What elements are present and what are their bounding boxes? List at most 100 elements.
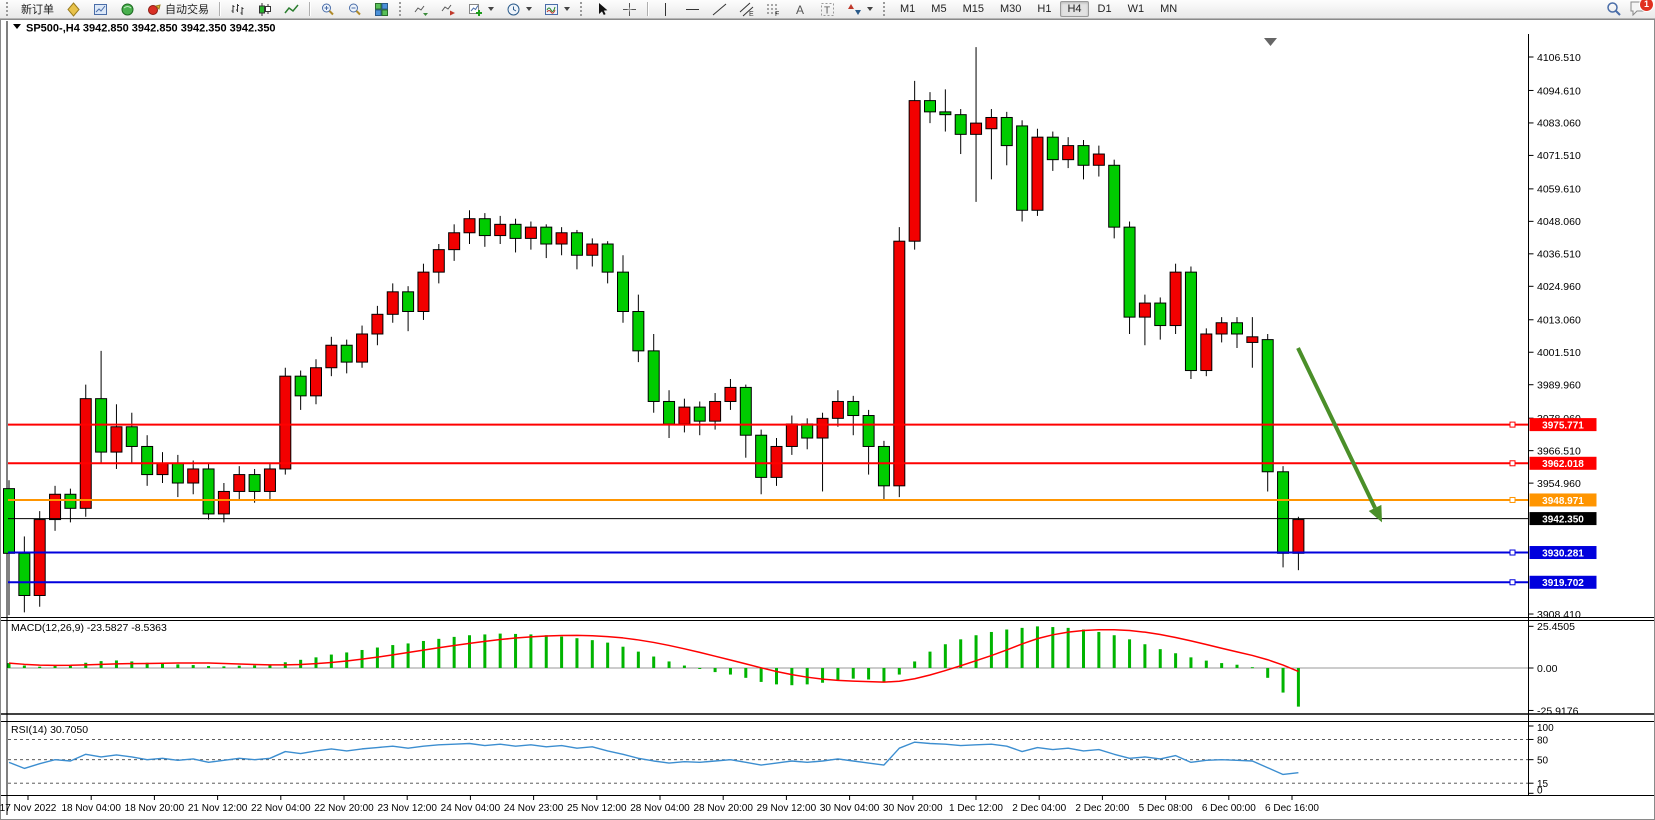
timeframe-m30[interactable]: M30 (999, 3, 1022, 15)
svg-text:RSI(14) 30.7050: RSI(14) 30.7050 (11, 724, 88, 736)
svg-text:30 Nov 20:00: 30 Nov 20:00 (883, 803, 943, 814)
dropdown-caret (867, 7, 873, 11)
timeframe-w1[interactable]: W1 (1127, 3, 1145, 15)
svg-text:6 Dec 00:00: 6 Dec 00:00 (1202, 803, 1256, 814)
svg-text:3989.960: 3989.960 (1537, 380, 1581, 392)
dropdown-caret (526, 7, 532, 11)
search-icon[interactable] (1601, 0, 1627, 19)
timeframe-h1[interactable]: H1 (1037, 3, 1052, 15)
zoom-out-icon[interactable] (342, 0, 367, 19)
svg-text:3948.971: 3948.971 (1542, 496, 1584, 507)
arrows-tool-button[interactable] (842, 0, 878, 19)
svg-text:17 Nov 2022: 17 Nov 2022 (0, 803, 57, 814)
navigator-icon[interactable] (115, 0, 140, 19)
tile-windows-icon[interactable] (369, 0, 394, 19)
dropdown-caret (564, 7, 570, 11)
autotrade-icon (148, 3, 161, 15)
chart-canvas[interactable]: SP500-,H4 3942.850 3942.850 3942.350 394… (0, 19, 1655, 820)
trendline-tool-icon[interactable] (707, 0, 732, 19)
notifications-button[interactable]: 1 (1629, 0, 1654, 19)
svg-text:23 Nov 12:00: 23 Nov 12:00 (377, 803, 437, 814)
svg-text:15: 15 (1537, 779, 1549, 790)
horizontal-line-tool-icon[interactable] (680, 0, 705, 19)
candlestick-chart-icon[interactable] (252, 0, 277, 19)
svg-text:80: 80 (1537, 735, 1549, 746)
autotrade-label: 自动交易 (165, 4, 209, 16)
toolbar: 新订单 自动交易 E F A T M1 M5 M15 M30 H1 H4 D1 … (0, 0, 1655, 19)
fibonacci-tool-icon[interactable]: F (761, 0, 786, 19)
svg-text:SP500-,H4 3942.850 3942.850 3: SP500-,H4 3942.850 3942.850 3942.350 394… (26, 23, 276, 35)
timeframe-mn[interactable]: MN (1160, 3, 1178, 15)
add-indicator-icon (469, 3, 482, 16)
periods-button[interactable] (501, 0, 537, 19)
timeframe-m5[interactable]: M5 (931, 3, 947, 15)
toolbar-grip[interactable] (6, 2, 11, 16)
svg-text:50: 50 (1537, 755, 1549, 766)
chart-window: SP500-,H4 3942.850 3942.850 3942.350 394… (0, 19, 1655, 820)
svg-text:3954.960: 3954.960 (1537, 478, 1581, 490)
template-icon (545, 3, 558, 15)
toolbar-grip[interactable] (883, 2, 888, 16)
add-indicator-button[interactable] (463, 0, 499, 19)
svg-text:3908.410: 3908.410 (1537, 609, 1581, 621)
crosshair-tool-icon[interactable] (617, 0, 642, 19)
svg-text:4024.960: 4024.960 (1537, 281, 1581, 293)
bar-chart-icon[interactable] (225, 0, 250, 19)
timeframe-m1[interactable]: M1 (900, 3, 916, 15)
toolbar-grip[interactable] (580, 2, 585, 16)
svg-text:25 Nov 12:00: 25 Nov 12:00 (567, 803, 627, 814)
svg-text:100: 100 (1537, 723, 1554, 734)
timeframe-m15[interactable]: M15 (962, 3, 984, 15)
dropdown-caret (488, 7, 494, 11)
svg-text:3942.350: 3942.350 (1542, 514, 1584, 525)
svg-text:4036.510: 4036.510 (1537, 249, 1581, 261)
svg-text:2 Dec 20:00: 2 Dec 20:00 (1075, 803, 1129, 814)
timeframe-d1[interactable]: D1 (1097, 3, 1112, 15)
channel-sub-glyph: E (749, 11, 754, 17)
svg-text:4071.510: 4071.510 (1537, 150, 1581, 162)
svg-text:4013.060: 4013.060 (1537, 315, 1581, 327)
svg-text:28 Nov 20:00: 28 Nov 20:00 (693, 803, 753, 814)
svg-text:30 Nov 04:00: 30 Nov 04:00 (820, 803, 880, 814)
separator (219, 2, 220, 16)
svg-text:3962.018: 3962.018 (1542, 459, 1584, 470)
timeframe-h4[interactable]: H4 (1060, 1, 1089, 17)
svg-text:1 Dec 12:00: 1 Dec 12:00 (949, 803, 1003, 814)
svg-text:18 Nov 04:00: 18 Nov 04:00 (61, 803, 121, 814)
svg-text:25.4505: 25.4505 (1537, 621, 1575, 633)
svg-text:24 Nov 04:00: 24 Nov 04:00 (441, 803, 501, 814)
svg-text:22 Nov 20:00: 22 Nov 20:00 (314, 803, 374, 814)
svg-text:0: 0 (1537, 786, 1543, 797)
svg-text:3966.510: 3966.510 (1537, 445, 1581, 457)
new-order-label: 新订单 (21, 4, 54, 16)
vertical-line-tool-icon[interactable] (653, 0, 678, 19)
autotrade-button[interactable]: 自动交易 (142, 0, 214, 19)
channel-tool-icon[interactable]: E (734, 0, 759, 19)
toolbar-grip[interactable] (399, 2, 404, 16)
auto-scroll-icon[interactable] (409, 0, 434, 19)
svg-text:18 Nov 20:00: 18 Nov 20:00 (125, 803, 185, 814)
line-chart-icon[interactable] (279, 0, 304, 19)
svg-text:4059.610: 4059.610 (1537, 184, 1581, 196)
svg-text:0.00: 0.00 (1537, 663, 1558, 675)
svg-text:21 Nov 12:00: 21 Nov 12:00 (188, 803, 248, 814)
text-label-tool-icon[interactable]: T (815, 0, 840, 19)
separator (309, 2, 310, 16)
svg-text:4083.060: 4083.060 (1537, 118, 1581, 130)
templates-button[interactable] (539, 0, 575, 19)
cursor-tool-icon[interactable] (590, 0, 615, 19)
zoom-in-icon[interactable] (315, 0, 340, 19)
svg-text:4048.060: 4048.060 (1537, 216, 1581, 228)
chart-profile-icon[interactable] (61, 0, 86, 19)
svg-text:4094.610: 4094.610 (1537, 85, 1581, 97)
new-order-button[interactable]: 新订单 (16, 0, 59, 19)
separator (647, 2, 648, 16)
fibo-sub-glyph: F (775, 11, 779, 17)
svg-text:3930.281: 3930.281 (1542, 548, 1584, 559)
chart-shift-icon[interactable] (436, 0, 461, 19)
svg-text:3975.771: 3975.771 (1542, 420, 1584, 431)
svg-text:4106.510: 4106.510 (1537, 52, 1581, 64)
svg-text:6 Dec 16:00: 6 Dec 16:00 (1265, 803, 1319, 814)
text-tool-icon[interactable]: A (788, 0, 813, 19)
market-watch-icon[interactable] (88, 0, 113, 19)
